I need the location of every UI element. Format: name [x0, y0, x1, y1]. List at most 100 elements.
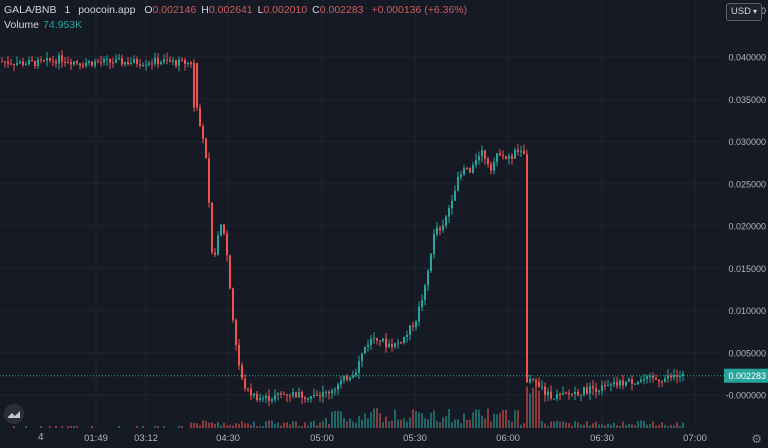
candle-body — [610, 384, 612, 386]
volume-bar — [448, 409, 450, 428]
volume-bar — [664, 424, 666, 428]
candle-body — [19, 61, 21, 64]
candle-body — [523, 151, 525, 155]
candle-body — [604, 385, 606, 387]
volume-bar — [334, 410, 336, 428]
volume-bar — [679, 425, 681, 428]
high-key: H — [201, 4, 209, 16]
candle-body — [223, 224, 225, 234]
candle-body — [337, 384, 339, 390]
candle-body — [667, 375, 669, 379]
candle-body — [601, 385, 603, 391]
candle-body — [565, 392, 567, 394]
candle-body — [250, 388, 252, 396]
volume-bar — [199, 425, 201, 428]
candle-body — [133, 59, 135, 63]
candle-body — [568, 393, 570, 395]
candle-body — [172, 60, 174, 62]
candle-body — [577, 392, 579, 396]
volume-bar — [631, 424, 633, 428]
volume-bar — [562, 421, 564, 428]
volume-bar — [340, 411, 342, 428]
candle-body — [61, 55, 63, 62]
volume-bar — [520, 424, 522, 428]
candle-body — [259, 398, 261, 400]
candle-body — [34, 60, 36, 67]
change-value: +0.000136 (+6.36%) — [371, 4, 468, 16]
candle-body — [4, 61, 6, 63]
volume-bar — [409, 417, 411, 428]
candle-body — [43, 60, 45, 62]
candle-body — [154, 58, 156, 64]
volume-bar — [676, 422, 678, 428]
volume-bar — [280, 425, 282, 428]
candle-body — [262, 398, 264, 400]
candle-body — [16, 63, 18, 65]
candle-body — [526, 154, 528, 383]
candle-body — [190, 62, 192, 65]
candle-body — [184, 59, 186, 65]
candle-body — [229, 255, 231, 289]
tradingview-logo-icon[interactable] — [4, 404, 24, 424]
candle-body — [226, 233, 228, 256]
volume-bar — [568, 423, 570, 428]
volume-bar — [49, 426, 51, 428]
candle-body — [319, 395, 321, 397]
candle-body — [265, 395, 267, 399]
price-axis[interactable]: 0.040000 0.035000 0.030000 0.025000 0.020000… — [724, 6, 768, 401]
currency-selector[interactable]: USD ▾ — [725, 3, 762, 21]
candle-body — [340, 380, 342, 385]
candle-body — [454, 190, 456, 201]
candle-body — [37, 59, 39, 67]
candle-body — [253, 393, 255, 396]
candle-body — [631, 379, 633, 385]
close-value: 0.002283 — [319, 4, 364, 16]
volume-bar — [295, 421, 297, 428]
volume-bar — [253, 421, 255, 428]
volume-bar — [514, 410, 516, 428]
candle-body — [406, 334, 408, 337]
candle-body — [91, 61, 93, 66]
volume-bar — [310, 421, 312, 428]
candle-body — [118, 58, 120, 60]
candle-body — [313, 394, 315, 397]
candle-body — [244, 378, 246, 389]
volume-bar — [289, 424, 291, 428]
volume-bar — [373, 408, 375, 428]
volume-bar — [355, 422, 357, 428]
volume-bar — [667, 425, 669, 428]
candle-body — [46, 58, 48, 61]
candle-body — [358, 361, 360, 373]
candle-body — [139, 63, 141, 66]
volume-bar — [502, 409, 504, 428]
candle-body — [343, 376, 345, 381]
volume-bar — [316, 425, 318, 428]
candle-body — [448, 208, 450, 217]
candle-body — [121, 58, 123, 65]
candle-body — [292, 392, 294, 396]
time-tick-label: 07:00 — [683, 433, 707, 444]
candle-body — [232, 288, 234, 321]
volume-label: Volume — [4, 19, 40, 31]
candle-body — [412, 325, 414, 327]
symbol-label[interactable]: GALA/BNB — [4, 4, 57, 16]
volume-bar — [292, 420, 294, 428]
candle-body — [625, 381, 627, 386]
volume-bar — [565, 422, 567, 428]
candle-body — [346, 376, 348, 380]
time-axis[interactable]: 01:49 03:12 04:30 05:00 05:30 06:00 06:30 07:00 — [84, 433, 707, 444]
volume-bar — [424, 418, 426, 428]
candle-body — [655, 378, 657, 380]
candle-body — [430, 253, 432, 272]
volume-bar — [406, 421, 408, 428]
gear-icon[interactable]: ⚙ — [751, 432, 762, 446]
candle-body — [28, 59, 30, 65]
candle-body — [397, 342, 399, 344]
volume-bar — [427, 419, 429, 428]
candle-body — [196, 62, 198, 108]
price-tick-label: 0.005000 — [728, 348, 766, 358]
candle-body — [553, 398, 555, 400]
candle-body — [628, 379, 630, 382]
volume-bar — [589, 425, 591, 428]
